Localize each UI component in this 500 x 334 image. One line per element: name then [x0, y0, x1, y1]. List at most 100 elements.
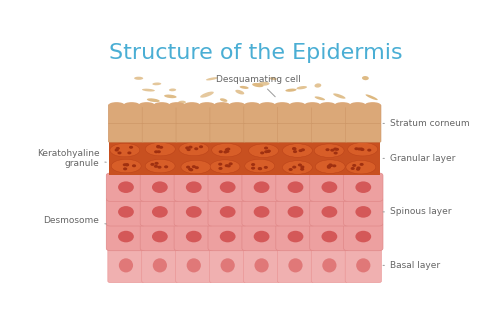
Ellipse shape — [186, 258, 201, 273]
Ellipse shape — [286, 89, 296, 92]
Ellipse shape — [365, 102, 380, 108]
Ellipse shape — [248, 144, 278, 157]
FancyBboxPatch shape — [208, 222, 248, 251]
Ellipse shape — [304, 102, 320, 108]
Ellipse shape — [348, 143, 378, 156]
Ellipse shape — [282, 161, 312, 174]
Ellipse shape — [326, 148, 330, 151]
FancyBboxPatch shape — [244, 123, 280, 142]
Ellipse shape — [154, 165, 158, 168]
FancyBboxPatch shape — [244, 105, 280, 124]
FancyBboxPatch shape — [174, 198, 214, 226]
Ellipse shape — [251, 163, 255, 166]
Ellipse shape — [264, 166, 268, 169]
Ellipse shape — [114, 149, 118, 152]
Ellipse shape — [356, 206, 371, 218]
Ellipse shape — [288, 206, 304, 218]
Ellipse shape — [158, 166, 162, 169]
Text: Keratohyaline
granule: Keratohyaline granule — [36, 149, 106, 168]
FancyBboxPatch shape — [140, 222, 179, 251]
FancyBboxPatch shape — [140, 173, 179, 201]
Ellipse shape — [194, 147, 198, 150]
Ellipse shape — [218, 167, 222, 170]
Ellipse shape — [199, 102, 215, 108]
Ellipse shape — [226, 148, 230, 151]
Ellipse shape — [254, 231, 270, 242]
FancyBboxPatch shape — [276, 173, 315, 201]
Ellipse shape — [142, 89, 155, 92]
Ellipse shape — [220, 231, 236, 242]
Ellipse shape — [322, 231, 338, 242]
FancyBboxPatch shape — [108, 105, 144, 124]
Ellipse shape — [224, 151, 228, 154]
FancyBboxPatch shape — [176, 105, 212, 124]
FancyBboxPatch shape — [176, 248, 212, 283]
Ellipse shape — [330, 149, 334, 152]
FancyBboxPatch shape — [210, 248, 246, 283]
Ellipse shape — [322, 181, 338, 193]
Ellipse shape — [300, 168, 304, 171]
Ellipse shape — [214, 102, 230, 108]
Ellipse shape — [254, 206, 270, 218]
FancyBboxPatch shape — [312, 248, 348, 283]
Ellipse shape — [124, 102, 140, 108]
Ellipse shape — [129, 146, 133, 149]
Ellipse shape — [229, 102, 245, 108]
Ellipse shape — [350, 167, 355, 170]
FancyBboxPatch shape — [312, 105, 347, 124]
FancyBboxPatch shape — [276, 198, 315, 226]
Ellipse shape — [224, 164, 229, 167]
FancyBboxPatch shape — [208, 173, 248, 201]
Ellipse shape — [153, 258, 167, 273]
FancyBboxPatch shape — [106, 198, 146, 226]
Ellipse shape — [282, 144, 312, 157]
Ellipse shape — [206, 77, 218, 80]
Ellipse shape — [270, 77, 277, 80]
FancyBboxPatch shape — [210, 123, 246, 142]
Ellipse shape — [356, 258, 370, 273]
Text: Structure of the Epidermis: Structure of the Epidermis — [110, 43, 403, 63]
Ellipse shape — [288, 181, 304, 193]
Ellipse shape — [218, 163, 222, 166]
Ellipse shape — [357, 148, 362, 151]
Ellipse shape — [290, 102, 306, 108]
Ellipse shape — [139, 102, 154, 108]
Ellipse shape — [251, 167, 255, 170]
Text: Desmosome: Desmosome — [44, 216, 106, 224]
FancyBboxPatch shape — [276, 222, 315, 251]
Ellipse shape — [352, 164, 356, 167]
Ellipse shape — [367, 149, 372, 152]
Ellipse shape — [194, 166, 199, 169]
Ellipse shape — [335, 148, 339, 151]
FancyBboxPatch shape — [140, 198, 179, 226]
Ellipse shape — [108, 102, 124, 108]
Ellipse shape — [258, 82, 270, 86]
Ellipse shape — [116, 147, 120, 150]
Ellipse shape — [314, 97, 325, 100]
Ellipse shape — [150, 163, 154, 166]
Ellipse shape — [122, 163, 127, 166]
Ellipse shape — [188, 146, 192, 149]
Ellipse shape — [112, 159, 141, 173]
Ellipse shape — [360, 148, 364, 151]
FancyBboxPatch shape — [312, 123, 347, 142]
FancyBboxPatch shape — [142, 123, 178, 142]
FancyBboxPatch shape — [242, 173, 281, 201]
FancyBboxPatch shape — [244, 248, 280, 283]
Ellipse shape — [258, 167, 262, 170]
FancyBboxPatch shape — [106, 173, 146, 201]
Ellipse shape — [125, 163, 129, 166]
Ellipse shape — [156, 145, 160, 148]
Ellipse shape — [184, 102, 200, 108]
Bar — [109, 142, 380, 175]
Ellipse shape — [156, 150, 161, 153]
FancyBboxPatch shape — [310, 173, 349, 201]
FancyBboxPatch shape — [344, 222, 383, 251]
Ellipse shape — [220, 181, 236, 193]
Ellipse shape — [118, 151, 122, 154]
Ellipse shape — [333, 148, 338, 150]
Ellipse shape — [245, 159, 274, 173]
Ellipse shape — [179, 142, 209, 156]
FancyBboxPatch shape — [142, 105, 178, 124]
Ellipse shape — [210, 160, 240, 173]
